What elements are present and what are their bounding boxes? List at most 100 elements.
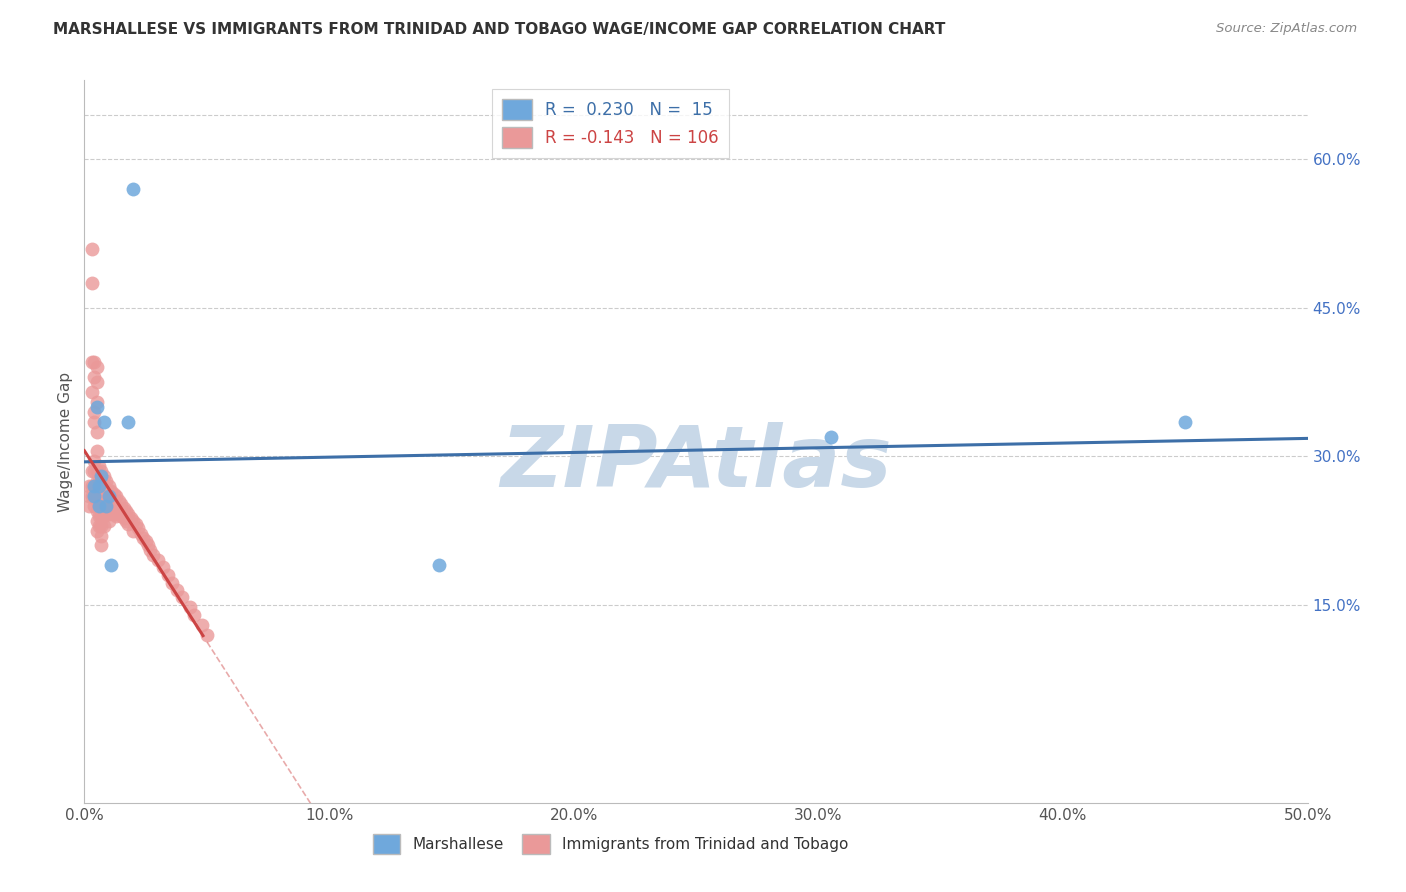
Point xyxy=(90,479,112,493)
Point xyxy=(110,508,132,523)
Point xyxy=(87,459,110,474)
Point xyxy=(115,504,138,518)
Point xyxy=(97,483,120,498)
Point xyxy=(122,514,145,528)
Point xyxy=(135,533,157,548)
Point xyxy=(93,483,115,498)
Point xyxy=(80,489,103,503)
Point xyxy=(105,499,128,513)
Point xyxy=(1174,415,1197,429)
Point xyxy=(115,514,138,528)
Point xyxy=(96,489,118,503)
Point xyxy=(83,499,105,513)
Point xyxy=(77,499,100,513)
Point xyxy=(86,483,108,498)
Point xyxy=(86,514,108,528)
Point xyxy=(90,494,112,508)
Point xyxy=(83,415,105,429)
Point xyxy=(86,360,108,375)
Point xyxy=(83,489,105,503)
Point xyxy=(83,464,105,478)
Point xyxy=(103,497,125,511)
Point xyxy=(87,499,110,513)
Point xyxy=(96,483,118,498)
Point xyxy=(80,276,103,290)
Point xyxy=(103,507,125,521)
Point xyxy=(195,627,218,641)
Point xyxy=(97,514,120,528)
Point xyxy=(97,507,120,521)
Point xyxy=(86,444,108,458)
Point xyxy=(93,500,115,515)
Point xyxy=(90,508,112,523)
Point xyxy=(86,375,108,389)
Point xyxy=(93,508,115,523)
Point xyxy=(156,568,179,582)
Point xyxy=(183,607,205,622)
Point xyxy=(87,479,110,493)
Text: MARSHALLESE VS IMMIGRANTS FROM TRINIDAD AND TOBAGO WAGE/INCOME GAP CORRELATION C: MARSHALLESE VS IMMIGRANTS FROM TRINIDAD … xyxy=(53,22,946,37)
Point xyxy=(87,469,110,483)
Point xyxy=(100,500,122,515)
Point xyxy=(86,524,108,538)
Point xyxy=(86,425,108,439)
Point xyxy=(77,479,100,493)
Point xyxy=(87,518,110,533)
Point xyxy=(136,539,159,553)
Point xyxy=(112,500,135,515)
Point xyxy=(93,494,115,508)
Point xyxy=(132,531,155,545)
Point xyxy=(86,395,108,409)
Point xyxy=(83,355,105,369)
Point xyxy=(87,479,110,493)
Point xyxy=(93,518,115,533)
Point xyxy=(112,510,135,524)
Point xyxy=(83,479,105,493)
Point xyxy=(80,242,103,256)
Point xyxy=(117,516,139,531)
Point xyxy=(122,524,145,538)
Point xyxy=(80,464,103,478)
Point xyxy=(93,479,115,493)
Point xyxy=(96,499,118,513)
Point xyxy=(83,370,105,384)
Text: Source: ZipAtlas.com: Source: ZipAtlas.com xyxy=(1216,22,1357,36)
Point xyxy=(90,464,112,478)
Point xyxy=(80,355,103,369)
Point xyxy=(90,474,112,488)
Point xyxy=(110,497,132,511)
Point xyxy=(80,385,103,400)
Point xyxy=(83,405,105,419)
Point xyxy=(125,516,148,531)
Point xyxy=(100,491,122,505)
Point xyxy=(127,521,149,535)
Point xyxy=(166,582,188,597)
Point xyxy=(129,526,152,541)
Point xyxy=(83,489,105,503)
Point xyxy=(90,528,112,542)
Point xyxy=(93,415,115,429)
Point xyxy=(80,479,103,493)
Point xyxy=(103,487,125,501)
Point xyxy=(105,508,128,523)
Text: ZIPAtlas: ZIPAtlas xyxy=(501,422,891,505)
Point xyxy=(107,494,129,508)
Point xyxy=(172,590,194,604)
Point xyxy=(96,507,118,521)
Point xyxy=(90,539,112,553)
Point xyxy=(87,508,110,523)
Point xyxy=(120,510,142,524)
Point xyxy=(146,553,169,567)
Point xyxy=(86,400,108,414)
Legend: Marshallese, Immigrants from Trinidad and Tobago: Marshallese, Immigrants from Trinidad an… xyxy=(367,829,855,860)
Point xyxy=(117,415,139,429)
Point xyxy=(86,474,108,488)
Point xyxy=(100,483,122,498)
Point xyxy=(100,558,122,573)
Point xyxy=(86,494,108,508)
Point xyxy=(191,617,214,632)
Point xyxy=(162,576,184,591)
Point xyxy=(86,464,108,478)
Point xyxy=(107,504,129,518)
Point xyxy=(97,491,120,505)
